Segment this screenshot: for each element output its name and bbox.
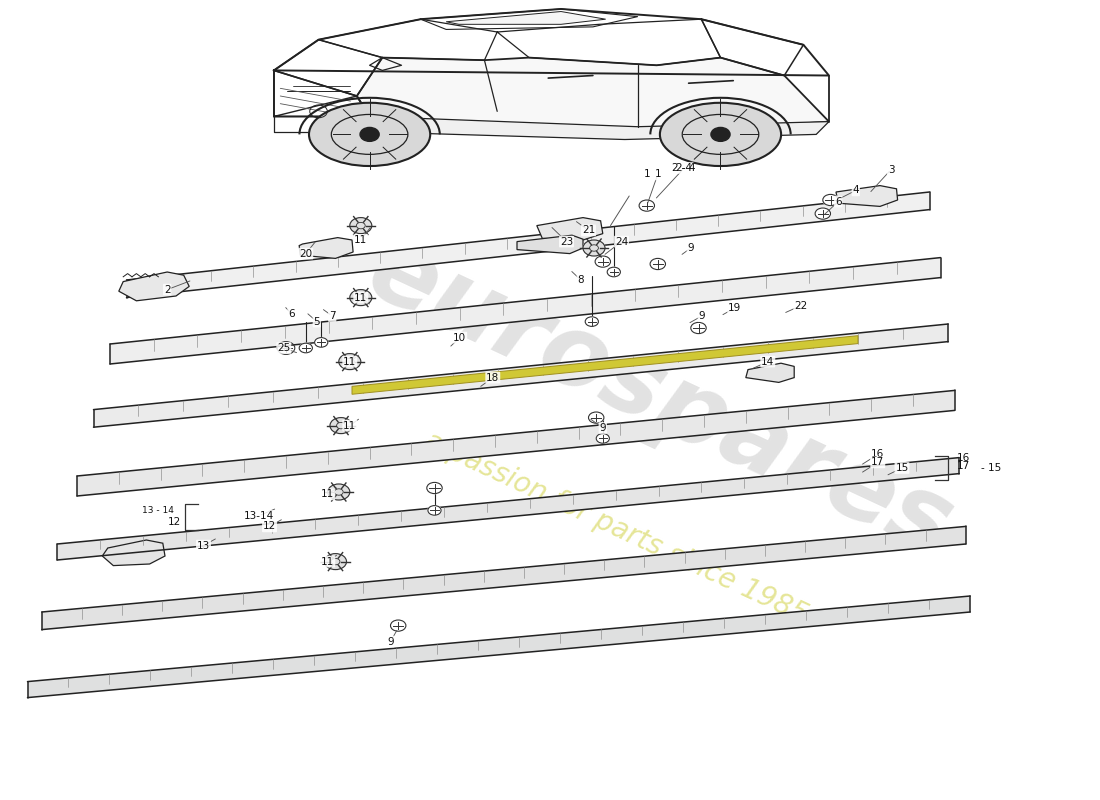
Circle shape — [428, 506, 441, 515]
Text: 2-4: 2-4 — [675, 163, 693, 173]
Text: 9: 9 — [688, 243, 694, 253]
Circle shape — [711, 127, 730, 142]
Polygon shape — [28, 596, 970, 698]
Circle shape — [596, 434, 609, 443]
Polygon shape — [447, 11, 606, 24]
Text: 7: 7 — [329, 311, 336, 321]
Text: 25: 25 — [277, 343, 290, 353]
Text: 13 - 14: 13 - 14 — [142, 506, 174, 515]
Circle shape — [339, 354, 361, 370]
Polygon shape — [352, 336, 858, 394]
Text: eurospares: eurospares — [353, 222, 967, 578]
Text: 9: 9 — [387, 637, 394, 646]
Text: 6: 6 — [835, 197, 842, 206]
Text: 16: 16 — [871, 450, 884, 459]
Circle shape — [350, 290, 372, 306]
Text: 11: 11 — [343, 421, 356, 430]
Circle shape — [328, 484, 350, 500]
Ellipse shape — [660, 102, 781, 166]
Circle shape — [330, 418, 352, 434]
Text: 23: 23 — [560, 237, 573, 246]
Text: - 15: - 15 — [981, 463, 1001, 473]
Text: 22: 22 — [794, 301, 807, 310]
Polygon shape — [517, 235, 583, 254]
Polygon shape — [537, 218, 603, 240]
Text: a passion for parts since 1985: a passion for parts since 1985 — [420, 426, 812, 630]
Polygon shape — [102, 540, 165, 566]
Text: 6: 6 — [288, 309, 295, 318]
Polygon shape — [42, 526, 966, 630]
Circle shape — [324, 554, 346, 570]
Text: 16: 16 — [957, 453, 970, 462]
Polygon shape — [356, 58, 829, 134]
Polygon shape — [110, 258, 940, 364]
Circle shape — [650, 258, 666, 270]
Polygon shape — [77, 390, 955, 496]
Text: 1: 1 — [644, 170, 650, 179]
Circle shape — [585, 317, 598, 326]
Text: 11: 11 — [354, 293, 367, 302]
Text: 9: 9 — [600, 423, 606, 433]
Polygon shape — [299, 238, 353, 258]
Polygon shape — [119, 272, 189, 301]
Text: 14: 14 — [761, 357, 774, 366]
Circle shape — [691, 322, 706, 334]
Text: 3: 3 — [888, 165, 894, 174]
Text: 17: 17 — [957, 461, 970, 470]
Circle shape — [639, 200, 654, 211]
Text: 19: 19 — [728, 303, 741, 313]
Text: 8: 8 — [578, 275, 584, 285]
Polygon shape — [57, 458, 959, 560]
Polygon shape — [126, 192, 930, 298]
Polygon shape — [836, 186, 898, 206]
Text: 11: 11 — [343, 357, 356, 366]
Ellipse shape — [309, 102, 430, 166]
Text: 10: 10 — [453, 333, 466, 342]
Text: 17: 17 — [871, 458, 884, 467]
Circle shape — [815, 208, 830, 219]
Polygon shape — [94, 324, 948, 427]
Text: 21: 21 — [582, 226, 595, 235]
Circle shape — [595, 256, 610, 267]
Circle shape — [315, 338, 328, 347]
Polygon shape — [746, 363, 794, 382]
Text: 15: 15 — [895, 463, 909, 473]
Circle shape — [588, 412, 604, 423]
Text: 5: 5 — [314, 317, 320, 326]
Text: 1: 1 — [654, 170, 661, 179]
Polygon shape — [370, 117, 829, 139]
Text: 4: 4 — [852, 186, 859, 195]
Circle shape — [299, 343, 312, 353]
Text: 18: 18 — [486, 373, 499, 382]
Text: 12: 12 — [263, 522, 276, 531]
Text: 9: 9 — [698, 311, 705, 321]
Text: 2: 2 — [164, 285, 170, 294]
Circle shape — [390, 620, 406, 631]
Circle shape — [607, 267, 620, 277]
Circle shape — [350, 218, 372, 234]
Circle shape — [823, 194, 838, 206]
Circle shape — [583, 240, 605, 256]
Circle shape — [360, 127, 379, 142]
Circle shape — [427, 482, 442, 494]
Text: 11: 11 — [321, 557, 334, 566]
Text: 13: 13 — [197, 541, 210, 550]
Text: 12: 12 — [168, 517, 182, 526]
Text: 20: 20 — [299, 249, 312, 258]
Text: 13-14: 13-14 — [243, 511, 274, 521]
Text: 2 - 4: 2 - 4 — [672, 163, 696, 173]
Text: 11: 11 — [354, 235, 367, 245]
Text: 11: 11 — [321, 490, 334, 499]
Text: 24: 24 — [615, 237, 628, 246]
Circle shape — [277, 342, 295, 354]
